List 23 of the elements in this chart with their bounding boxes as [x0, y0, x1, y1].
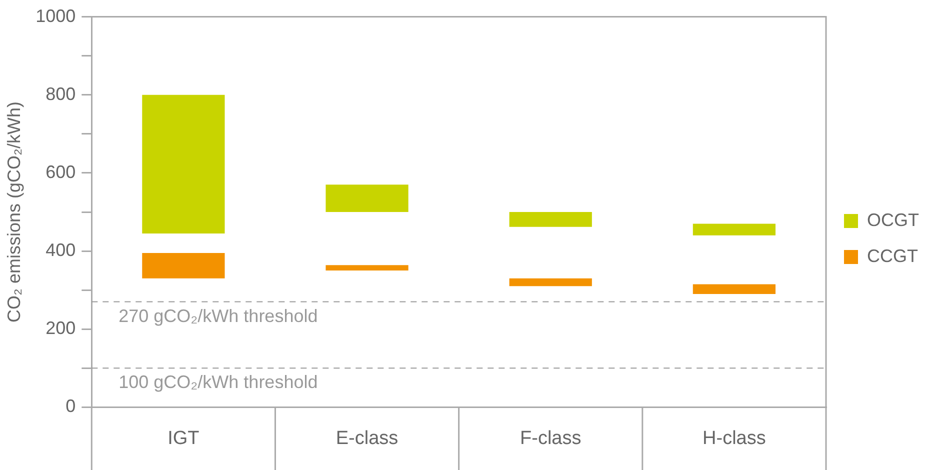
legend-label: CCGT: [867, 246, 918, 266]
y-tick-label: 600: [46, 162, 76, 182]
ref-line-label: 100 gCO₂/kWh threshold: [118, 372, 318, 392]
bar: [509, 278, 592, 286]
bar: [692, 284, 776, 294]
x-tick-label: F-class: [520, 428, 582, 449]
y-tick-label: 400: [46, 240, 76, 260]
y-tick-label: 800: [46, 84, 76, 104]
bar: [142, 252, 225, 278]
x-tick-label: E-class: [336, 428, 398, 449]
ref-line-label: 270 gCO₂/kWh threshold: [118, 306, 318, 326]
y-tick-label: 200: [46, 318, 76, 338]
legend-label: OCGT: [867, 210, 920, 230]
y-axis-title: CO₂ emissions (gCO₂/kWh): [4, 101, 24, 323]
bar: [509, 212, 592, 227]
y-tick-label: 0: [66, 396, 76, 416]
y-tick-label: 1000: [36, 6, 76, 26]
x-tick-label: IGT: [168, 428, 200, 449]
bar: [142, 94, 225, 234]
bar: [692, 224, 776, 236]
x-tick-label: H-class: [702, 428, 766, 449]
bar: [326, 184, 408, 212]
bar: [326, 265, 408, 271]
